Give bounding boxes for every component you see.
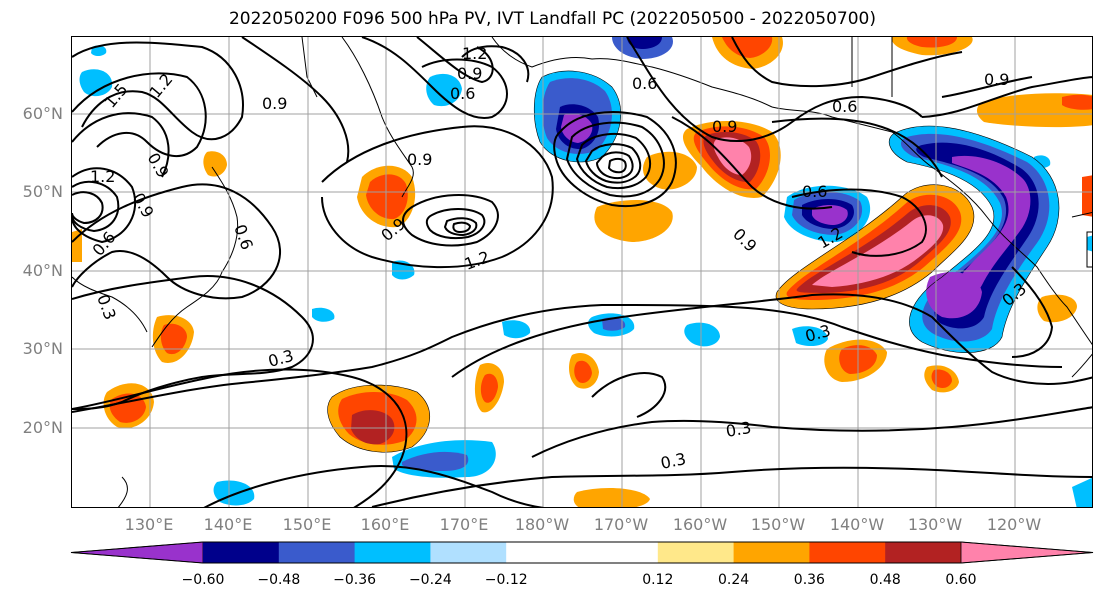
lon-label: 170°E xyxy=(439,515,489,534)
contour-label: 1.2 xyxy=(462,44,487,63)
map-title: 2022050200 F096 500 hPa PV, IVT Landfall… xyxy=(228,9,876,29)
colorbar-segment xyxy=(885,542,962,563)
contour-label: 0.9 xyxy=(729,224,760,255)
colorbar-segment xyxy=(733,542,810,563)
contour-label: 1.2 xyxy=(462,247,492,274)
contour-label: 0.6 xyxy=(832,97,857,116)
contour-label: 0.3 xyxy=(659,449,688,473)
contour-label: 0.9 xyxy=(712,117,737,136)
lat-label: 40°N xyxy=(22,261,63,280)
lon-label: 180°W xyxy=(514,515,570,534)
lat-label: 50°N xyxy=(22,182,63,201)
contour-label: 0.6 xyxy=(450,84,475,103)
colorbar-segment xyxy=(203,542,280,563)
contour-label: 0.3 xyxy=(93,292,120,322)
map-plot: 1.2 0.9 0.6 1.5 1.2 0.9 0.9 1.2 0.9 0.6 … xyxy=(72,37,1092,507)
colorbar-segment xyxy=(278,542,356,563)
contour-label: 0.9 xyxy=(457,64,482,83)
colorbar-tick-label: 0.36 xyxy=(793,572,825,588)
contour-label: 0.9 xyxy=(262,94,287,113)
colorbar-segment xyxy=(657,542,735,563)
lon-label: 150°W xyxy=(750,515,806,534)
colorbar-tick-label: −0.48 xyxy=(257,572,301,588)
lon-label: 130°E xyxy=(124,515,174,534)
colorbar-outline xyxy=(70,541,1094,564)
lat-label: 30°N xyxy=(22,339,63,358)
contour-label: 0.6 xyxy=(802,182,827,201)
contour-label: 1.2 xyxy=(90,167,115,186)
lat-label: 60°N xyxy=(22,104,63,123)
contour-label: 0.9 xyxy=(407,150,432,169)
colorbar-segment xyxy=(582,542,659,563)
lon-label: 150°E xyxy=(282,515,332,534)
map-panel: 1.2 0.9 0.6 1.5 1.2 0.9 0.9 1.2 0.9 0.6 … xyxy=(71,36,1093,508)
colorbar-tick-label: −0.12 xyxy=(484,572,528,588)
contour-label: 0.9 xyxy=(984,70,1009,89)
contour-label: 0.3 xyxy=(724,418,752,441)
lon-label: 130°W xyxy=(907,515,963,534)
colorbar-segment xyxy=(960,541,1094,564)
colorbar-tick-label: −0.36 xyxy=(333,572,377,588)
lon-label: 160°W xyxy=(672,515,728,534)
colorbar-segment xyxy=(70,541,204,564)
colorbar-tick-label: 0.12 xyxy=(642,572,674,588)
colorbar-tick-label: −0.24 xyxy=(408,572,452,588)
colorbar-tick-label: 0.48 xyxy=(869,572,901,588)
lon-label: 170°W xyxy=(593,515,649,534)
colorbar xyxy=(70,541,1094,564)
colorbar-tick-label: −0.60 xyxy=(181,572,225,588)
contour-label: 0.6 xyxy=(632,74,657,93)
colorbar-tick-label: 0.60 xyxy=(945,572,977,588)
colorbar-segment xyxy=(430,542,507,563)
colorbar-segment xyxy=(506,542,583,563)
pv-contours xyxy=(72,37,1092,507)
contour-label: 0.6 xyxy=(89,228,120,260)
colorbar-segment xyxy=(354,542,431,563)
lon-label: 140°W xyxy=(829,515,885,534)
lon-label: 160°E xyxy=(360,515,410,534)
contour-label: 0.3 xyxy=(803,321,833,346)
colorbar-tick-label: 0.24 xyxy=(718,572,750,588)
lon-label: 120°W xyxy=(986,515,1042,534)
colorbar-segment xyxy=(809,542,886,563)
lat-label: 20°N xyxy=(22,418,63,437)
lon-label: 140°E xyxy=(203,515,253,534)
